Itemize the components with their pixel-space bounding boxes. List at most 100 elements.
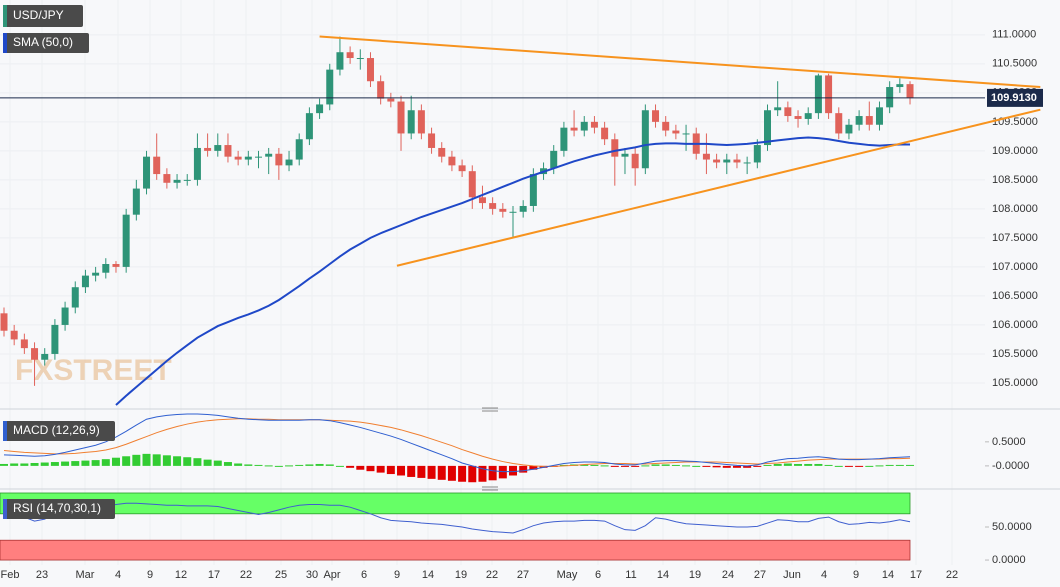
candle-body <box>255 156 262 158</box>
candle-body <box>326 69 334 105</box>
sma-line <box>115 136 911 406</box>
macd-histogram-bar <box>366 465 375 472</box>
macd-histogram-bar <box>692 465 701 467</box>
candle-body <box>92 272 100 276</box>
plot: 105.0000 105.5000 106.0000 106.5000 107.0000… <box>0 29 1043 581</box>
x-tick-label: 19 <box>689 569 701 581</box>
macd-histogram-bar <box>580 464 589 466</box>
macd-histogram-bar <box>132 454 141 466</box>
candle-body <box>865 116 873 125</box>
candle-body <box>764 110 771 146</box>
candle-body <box>366 58 374 82</box>
macd-histogram-bar <box>468 465 477 483</box>
candle-body <box>682 133 690 135</box>
macd-histogram-bar <box>488 465 497 481</box>
candle-body <box>641 110 649 169</box>
macd-histogram-bar <box>458 465 467 482</box>
candle-body <box>20 339 28 349</box>
macd-histogram-bar <box>111 457 120 466</box>
x-tick-label: 27 <box>754 569 766 581</box>
candle-body <box>31 348 39 360</box>
y-tick-label: 107.5000 <box>992 232 1038 244</box>
legend-box: USD/JPY SMA (50,0) MACD (12,26,9) RSI (1… <box>3 5 115 519</box>
candle-body <box>143 156 151 189</box>
macd-histogram-bar <box>0 463 8 466</box>
x-tick-label: 14 <box>882 569 894 581</box>
candle-body <box>825 75 833 114</box>
candle-body <box>814 75 822 114</box>
candle-body <box>234 156 242 160</box>
macd-histogram-bar <box>620 465 629 467</box>
candle-body <box>468 171 476 198</box>
x-tick-label: May <box>557 569 578 581</box>
macd-histogram-bar <box>264 465 273 467</box>
macd-histogram-bar <box>122 456 131 466</box>
y-tick-label: 105.5000 <box>992 348 1038 360</box>
panel-handle <box>482 407 498 491</box>
candle-body <box>397 101 405 134</box>
last-price-box <box>987 88 1043 107</box>
macd-histogram-bar <box>335 465 344 467</box>
candle-body <box>590 121 598 128</box>
macd-histogram-bar <box>10 463 19 466</box>
macd-histogram-bar <box>814 463 823 466</box>
macd-histogram-bar <box>437 465 446 480</box>
candle-body <box>214 145 222 151</box>
macd-histogram-bar <box>732 465 741 468</box>
y-tick-label: 50.0000 <box>992 521 1032 533</box>
candle-body <box>346 52 354 59</box>
candle-body <box>295 139 303 160</box>
macd-histogram-bar <box>519 465 528 473</box>
candle-body <box>336 52 344 70</box>
x-tick-label: 22 <box>240 569 252 581</box>
macd-histogram-bar <box>885 464 894 466</box>
x-tick-label: Jun <box>783 569 801 581</box>
candle-body <box>153 156 161 175</box>
macd-histogram-bar <box>753 465 762 467</box>
candle-body <box>784 107 792 117</box>
candle-body <box>173 179 181 183</box>
candle-body <box>183 179 191 181</box>
macd-line <box>3 413 911 473</box>
macd-histogram-bar <box>407 465 416 477</box>
candle-body <box>387 98 395 102</box>
y-tick-label: 107.0000 <box>992 261 1038 273</box>
x-tick-label: 6 <box>361 569 367 581</box>
candle-body <box>438 147 446 157</box>
candle-body <box>417 110 425 134</box>
candle-body <box>285 159 293 166</box>
macd-histogram-bar <box>682 465 691 467</box>
candle-body <box>713 159 721 163</box>
y-tick-label: 106.5000 <box>992 290 1038 302</box>
x-tick-label: 17 <box>910 569 922 581</box>
macd-histogram-bar <box>712 465 721 468</box>
candle-body <box>875 107 883 125</box>
x-tick-label: 9 <box>853 569 859 581</box>
watermark: FXSTREET <box>15 354 172 387</box>
candle-body <box>122 214 130 267</box>
candle-body <box>478 197 486 204</box>
candle-body <box>377 81 385 99</box>
candle-body <box>448 156 456 166</box>
macd-histogram-bar <box>834 465 843 467</box>
candle-body <box>275 153 283 166</box>
x-tick-label: 14 <box>422 569 434 581</box>
candle-body <box>631 153 639 169</box>
macd-histogram-bar <box>447 465 456 481</box>
rsi-label: RSI (14,70,30,1) <box>13 501 101 515</box>
macd-histogram-bar <box>906 464 915 466</box>
last-price-label: 109.9130 <box>991 92 1037 104</box>
x-tick-label: 14 <box>657 569 669 581</box>
candle-body <box>10 330 18 340</box>
symbol-label: USD/JPY <box>13 8 64 22</box>
macd-histogram-bar <box>417 465 426 478</box>
candle-body <box>61 307 69 325</box>
candle-body <box>41 353 49 360</box>
macd-histogram-bar <box>763 464 772 466</box>
x-tick-label: 9 <box>394 569 400 581</box>
macd-histogram-bar <box>61 461 70 466</box>
macd-histogram-bar <box>50 462 59 466</box>
candle-body <box>81 275 89 288</box>
macd-histogram-bar <box>152 454 161 466</box>
